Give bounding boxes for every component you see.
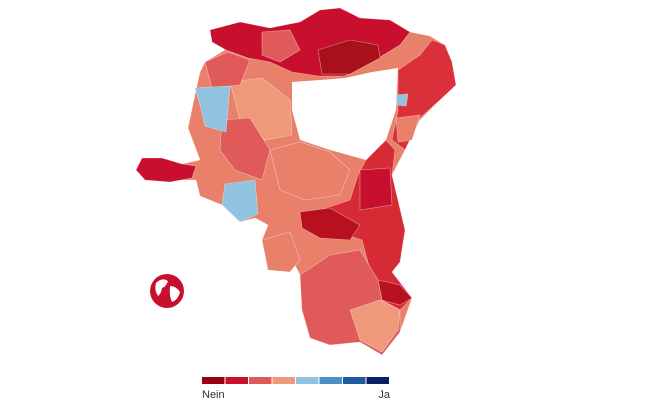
region — [221, 179, 259, 223]
legend-high-label: Ja — [378, 389, 391, 400]
legend-low-label: Nein — [202, 389, 225, 400]
region — [317, 39, 381, 75]
region — [135, 157, 197, 183]
region — [219, 117, 271, 181]
legend-swatch — [202, 377, 225, 384]
region — [261, 29, 301, 63]
legend-swatch — [296, 377, 319, 384]
region — [194, 85, 231, 133]
region — [395, 93, 409, 107]
legend-swatch — [249, 377, 272, 384]
choropleth-map — [135, 7, 457, 356]
region — [204, 51, 251, 89]
legend-swatch — [225, 377, 248, 384]
legend-swatch — [366, 377, 389, 384]
region — [395, 114, 421, 143]
legend: Nein Ja — [202, 377, 391, 400]
lake — [292, 68, 398, 160]
region — [349, 299, 401, 353]
region — [269, 141, 351, 201]
legend-swatch — [343, 377, 366, 384]
globe-button[interactable] — [150, 274, 184, 308]
region — [359, 167, 393, 211]
legend-swatch — [319, 377, 342, 384]
region — [261, 231, 301, 273]
legend-swatch — [272, 377, 295, 384]
globe-continents — [155, 279, 180, 302]
region — [299, 207, 361, 241]
